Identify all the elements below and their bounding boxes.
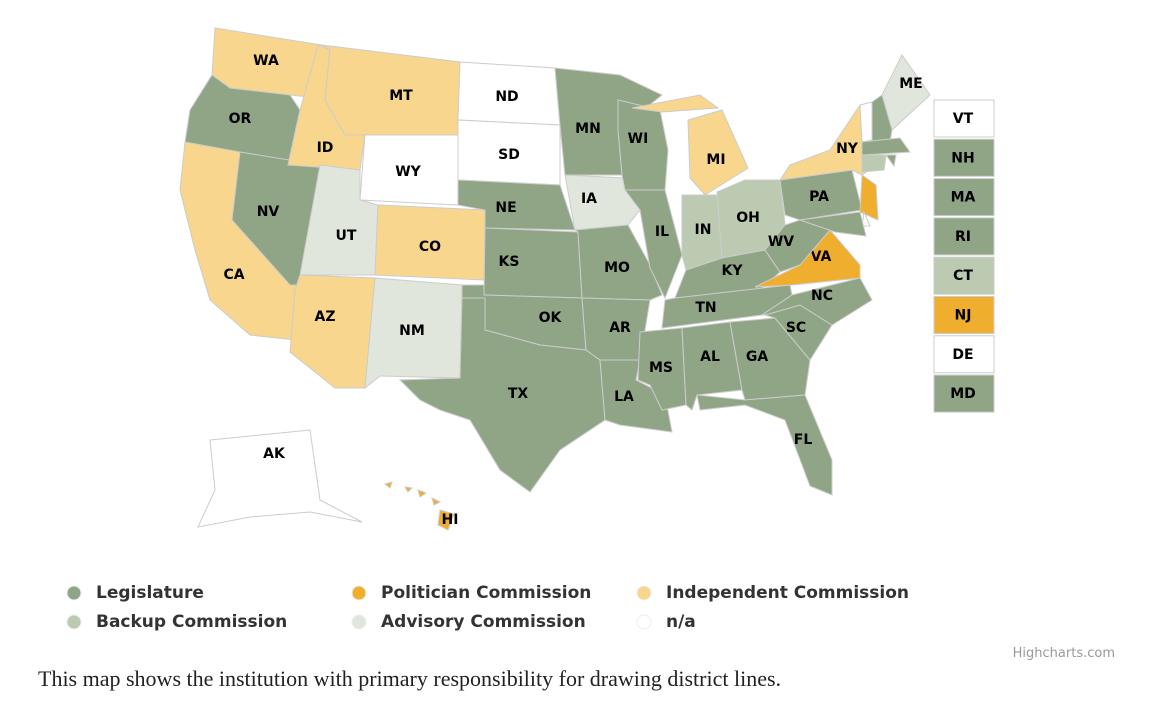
state-label: CT (953, 268, 973, 284)
state-label: NJ (955, 308, 972, 324)
state (871, 94, 893, 143)
state (289, 274, 376, 389)
state-label: MD (950, 386, 976, 402)
state (383, 481, 455, 531)
state-box (933, 217, 995, 256)
caption: This map shows the institution with prim… (38, 666, 781, 691)
state-label: KS (499, 254, 520, 270)
state-label: AR (609, 320, 631, 336)
legend-symbol (66, 585, 82, 601)
state-label: UT (336, 228, 357, 244)
state-label: PA (809, 189, 829, 205)
state-label: FL (794, 432, 813, 448)
state (624, 189, 683, 300)
state (197, 429, 363, 528)
state (861, 137, 911, 156)
legend-label: Legislature (96, 583, 204, 603)
credit: Highcharts.com (1013, 646, 1115, 661)
state-label: ID (317, 140, 334, 156)
legend-symbol (636, 585, 652, 601)
state-label: AZ (315, 309, 336, 325)
legend-label: Advisory Commission (381, 612, 586, 632)
state-label: AK (263, 446, 286, 462)
state-label: ND (495, 89, 518, 105)
state-box (933, 296, 995, 334)
state-label: VT (953, 111, 974, 127)
state-label: VA (811, 249, 832, 265)
state-box (933, 335, 995, 374)
state (631, 94, 749, 196)
legend-symbol (66, 614, 82, 630)
legend-symbol (636, 614, 652, 630)
state-label: OK (539, 310, 563, 326)
state-label: MS (649, 360, 673, 376)
state-label: OR (229, 111, 252, 127)
state-label: NH (951, 150, 974, 166)
state (573, 224, 663, 301)
state-label: WV (768, 234, 794, 250)
state (364, 277, 463, 390)
state-label: DE (952, 347, 973, 363)
state-label: GA (746, 349, 768, 365)
state-label: MI (706, 152, 725, 168)
state-label: TN (695, 300, 716, 316)
legend-symbol (351, 614, 367, 630)
state-box (933, 138, 995, 177)
state-label: NM (399, 323, 425, 339)
legend-label: n/a (666, 612, 696, 632)
state-label: ME (899, 76, 923, 92)
state-label: MT (389, 88, 413, 104)
legend-label: Backup Commission (96, 612, 287, 632)
legend-symbol (351, 585, 367, 601)
legend-label: Independent Commission (666, 583, 909, 603)
state-label: MA (951, 190, 976, 206)
state-label: SD (498, 147, 520, 163)
state-label: OH (736, 210, 760, 226)
state-box (933, 256, 995, 295)
state (760, 277, 873, 326)
state-box (933, 374, 995, 413)
state (885, 154, 897, 168)
state-label: LA (614, 389, 634, 405)
state-label: RI (955, 229, 971, 245)
state-label: MN (575, 121, 601, 137)
state (564, 174, 641, 231)
state-box (933, 99, 995, 138)
state-label: TX (508, 386, 529, 402)
state (696, 394, 833, 496)
state-label: IN (695, 222, 712, 238)
state-label: KY (722, 263, 744, 279)
state-label: AL (700, 349, 720, 365)
state-label: WA (253, 53, 279, 69)
state-label: MO (604, 260, 630, 276)
state-label: NE (495, 200, 516, 216)
state-label: WI (628, 131, 649, 147)
state-label: IL (655, 224, 669, 240)
state (861, 154, 887, 173)
state-box (933, 178, 995, 217)
state-label: HI (442, 512, 459, 528)
state-label: IA (581, 191, 597, 207)
state-label: CO (419, 239, 441, 255)
state-label: NY (836, 141, 859, 157)
state-label: CA (223, 267, 244, 283)
state-label: NV (257, 204, 280, 220)
state-label: WY (395, 164, 421, 180)
state-label: SC (786, 320, 806, 336)
state (398, 297, 606, 493)
state (861, 210, 871, 227)
legend-label: Politician Commission (381, 583, 591, 603)
state (859, 101, 873, 143)
state (859, 174, 879, 221)
state (799, 211, 867, 237)
state-label: NC (811, 288, 833, 304)
